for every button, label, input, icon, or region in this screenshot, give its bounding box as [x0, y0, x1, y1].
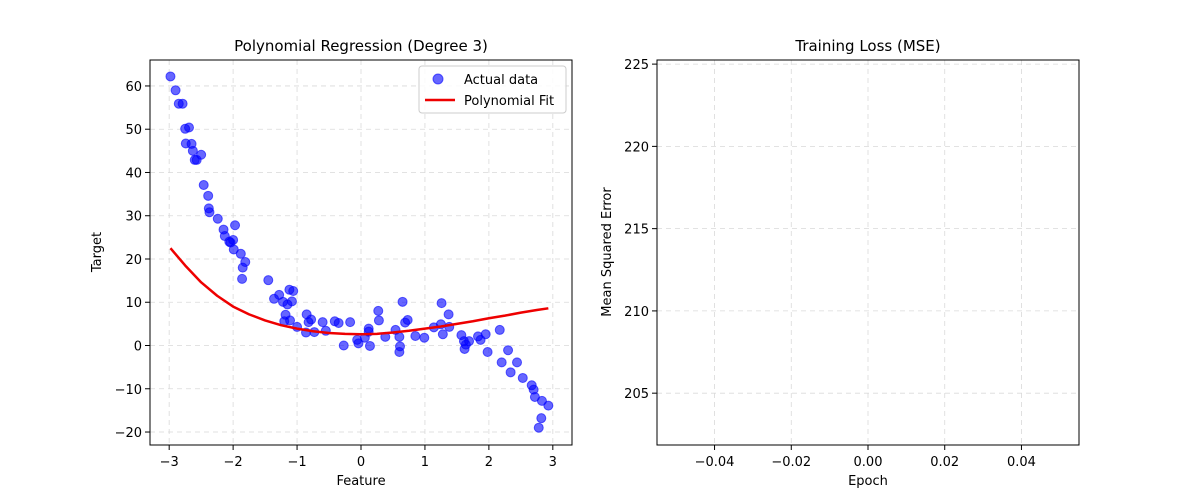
data-point — [533, 422, 544, 433]
loss-panel: Training Loss (MSE) −0.04 −0.02 0.00 0.02 0.… — [600, 37, 1080, 489]
loss-y-tick-label: 215 — [624, 223, 649, 238]
data-point — [536, 413, 547, 424]
data-point — [288, 286, 299, 296]
regression-x-tick-label: −3 — [160, 455, 179, 470]
regression-y-tick-label: −20 — [115, 426, 142, 441]
legend-frame — [418, 65, 567, 114]
data-point — [394, 346, 405, 357]
regression-x-ticks: −3 −2 −1 0 1 2 3 — [160, 445, 557, 470]
data-point — [436, 298, 447, 309]
regression-x-label: Feature — [336, 474, 385, 489]
regression-title: Polynomial Regression (Degree 3) — [234, 37, 488, 55]
data-point — [204, 207, 215, 218]
legend-label-polynomial-fit: Polynomial Fit — [464, 94, 554, 109]
legend-label-actual-data: Actual data — [464, 73, 538, 88]
data-point — [443, 309, 454, 320]
loss-x-tick-label: 0.04 — [1007, 455, 1036, 470]
data-point — [198, 180, 209, 191]
data-point — [503, 345, 514, 356]
loss-x-tick-label: 0.00 — [854, 455, 883, 470]
data-point — [437, 329, 448, 340]
data-point — [394, 331, 405, 342]
data-point — [187, 145, 198, 156]
data-point — [184, 122, 195, 133]
loss-title: Training Loss (MSE) — [794, 37, 940, 55]
regression-grid — [150, 60, 572, 445]
regression-x-tick-label: −2 — [224, 455, 243, 470]
loss-y-tick-label: 205 — [624, 387, 649, 402]
data-point — [237, 273, 248, 284]
regression-legend: Actual data Polynomial Fit — [418, 65, 567, 114]
data-point — [543, 400, 554, 411]
data-point — [353, 338, 364, 349]
loss-grid — [657, 60, 1079, 445]
data-point — [464, 336, 475, 347]
data-point — [237, 262, 248, 273]
data-point — [170, 85, 181, 96]
data-point — [494, 324, 505, 335]
regression-x-tick-label: −1 — [287, 455, 306, 470]
polynomial-fit-line — [169, 247, 549, 336]
regression-y-tick-label: 10 — [125, 296, 142, 311]
data-point — [286, 296, 297, 307]
loss-x-tick-label: 0.02 — [930, 455, 959, 470]
data-point — [482, 346, 493, 357]
regression-y-tick-label: 30 — [125, 210, 142, 225]
data-point — [235, 248, 246, 259]
data-point — [177, 98, 188, 109]
regression-y-tick-label: 50 — [125, 123, 142, 138]
data-point — [480, 329, 491, 340]
regression-x-tick-label: 1 — [421, 455, 429, 470]
data-point — [338, 340, 349, 351]
data-point — [345, 317, 356, 328]
regression-panel: Polynomial Regression (Degree 3) −3 −2 −1 0… — [90, 37, 573, 489]
loss-y-tick-label: 210 — [624, 305, 649, 320]
data-point — [364, 340, 375, 351]
regression-y-tick-label: 20 — [125, 253, 142, 268]
data-point — [496, 357, 507, 368]
loss-x-tick-label: −0.02 — [771, 455, 811, 470]
data-point — [410, 330, 421, 341]
data-point — [228, 244, 239, 255]
loss-y-tick-label: 220 — [624, 140, 649, 155]
data-point — [402, 314, 413, 325]
data-point — [306, 314, 317, 325]
data-point — [263, 275, 274, 286]
data-point — [230, 220, 241, 231]
loss-x-label: Epoch — [848, 474, 888, 489]
regression-y-label: Target — [90, 232, 105, 273]
data-point — [212, 213, 223, 224]
regression-y-tick-label: 0 — [134, 340, 142, 355]
regression-x-tick-label: 3 — [549, 455, 557, 470]
loss-y-label: Mean Squared Error — [600, 187, 615, 317]
data-point — [196, 149, 207, 160]
data-point — [505, 367, 516, 378]
data-point — [317, 317, 328, 328]
data-point — [373, 315, 384, 326]
loss-y-ticks: 205 210 215 220 225 — [624, 58, 657, 402]
regression-y-ticks: −20 −10 0 10 20 30 40 50 60 — [115, 80, 150, 441]
loss-y-tick-label: 225 — [624, 58, 649, 73]
loss-x-ticks: −0.04 −0.02 0.00 0.02 0.04 — [695, 445, 1036, 470]
regression-y-tick-label: −10 — [115, 383, 142, 398]
data-point — [517, 372, 528, 383]
data-point — [459, 343, 470, 354]
regression-plot-area — [165, 71, 554, 433]
data-point — [512, 357, 523, 368]
data-point — [203, 190, 214, 201]
data-point — [333, 318, 344, 329]
regression-y-tick-label: 40 — [125, 166, 142, 181]
data-point — [165, 71, 176, 82]
loss-x-tick-label: −0.04 — [695, 455, 735, 470]
legend-marker-actual-data — [432, 73, 444, 85]
regression-x-tick-label: 2 — [485, 455, 493, 470]
data-point — [419, 332, 430, 343]
regression-y-tick-label: 60 — [125, 80, 142, 95]
regression-x-tick-label: 0 — [357, 455, 365, 470]
data-point — [373, 305, 384, 316]
data-point — [397, 296, 408, 307]
